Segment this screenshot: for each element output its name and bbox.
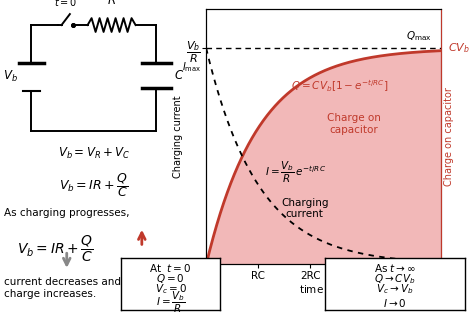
Y-axis label: Charging current: Charging current (173, 96, 183, 178)
Text: As charging progresses,: As charging progresses, (4, 208, 130, 218)
Text: Charging
current: Charging current (281, 198, 328, 219)
Text: At  $t = 0$: At $t = 0$ (149, 262, 192, 274)
Text: $I = \dfrac{V_b}{R}\,e^{-t/RC}$: $I = \dfrac{V_b}{R}\,e^{-t/RC}$ (265, 160, 326, 185)
Text: $Q_{\rm max}$: $Q_{\rm max}$ (406, 29, 431, 43)
Text: $V_c \rightarrow V_b$: $V_c \rightarrow V_b$ (376, 282, 413, 296)
Text: current decreases and
charge increases.: current decreases and charge increases. (4, 277, 121, 299)
Text: $I_{\rm max}$: $I_{\rm max}$ (182, 60, 201, 74)
Text: $V_b = V_R + V_C$: $V_b = V_R + V_C$ (58, 146, 130, 161)
Text: Charge on
capacitor: Charge on capacitor (327, 113, 381, 135)
Text: $Q = 0$: $Q = 0$ (156, 272, 185, 285)
Text: $C$: $C$ (174, 69, 184, 82)
Text: As $t \rightarrow \infty$: As $t \rightarrow \infty$ (374, 262, 416, 274)
Text: $Q \rightarrow CV_b$: $Q \rightarrow CV_b$ (374, 272, 415, 286)
Text: $I \rightarrow 0$: $I \rightarrow 0$ (383, 297, 406, 309)
Text: $Q = CV_b\left[1 - e^{-t/RC}\right]$: $Q = CV_b\left[1 - e^{-t/RC}\right]$ (291, 78, 389, 94)
Text: $t=0$: $t=0$ (54, 0, 77, 8)
Text: $V_b = IR + \dfrac{Q}{C}$: $V_b = IR + \dfrac{Q}{C}$ (59, 171, 128, 199)
Text: $CV_b$: $CV_b$ (448, 41, 470, 55)
Text: $V_c = 0$: $V_c = 0$ (155, 282, 187, 296)
Text: $V_b = IR + \dfrac{Q}{C}$: $V_b = IR + \dfrac{Q}{C}$ (17, 234, 93, 264)
Y-axis label: Charge on capacitor: Charge on capacitor (444, 88, 454, 186)
X-axis label: time  $\longrightarrow$: time $\longrightarrow$ (299, 283, 348, 295)
Text: $I = \dfrac{V_b}{R}$: $I = \dfrac{V_b}{R}$ (156, 290, 185, 313)
Text: $R$: $R$ (107, 0, 116, 7)
Text: $V_b$: $V_b$ (3, 69, 18, 84)
